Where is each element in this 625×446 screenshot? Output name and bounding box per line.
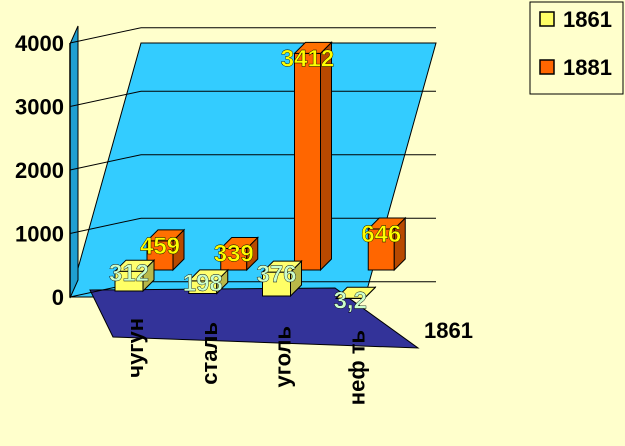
legend-swatch-1: [539, 59, 555, 75]
data-label-1861: 376: [256, 261, 296, 288]
data-label-1881: 459: [140, 233, 180, 260]
chart-walls: [69, 25, 437, 349]
data-label-1881: 339: [214, 240, 254, 267]
data-label-1861: 312: [109, 260, 149, 287]
y-tick-label: 3000: [15, 95, 64, 120]
depth-axis-label: 1861: [424, 318, 473, 343]
bars: [113, 41, 407, 300]
data-label-1861: 3,2: [334, 287, 367, 314]
y-axis: 0 1000 2000 3000 4000: [15, 31, 71, 310]
side-wall: [69, 25, 79, 299]
y-tick-label: 4000: [15, 31, 64, 56]
floor: [89, 287, 420, 349]
y-tick-label: 1000: [15, 222, 64, 247]
legend-label: 1861: [563, 7, 612, 32]
category-label: сталь: [197, 322, 222, 385]
category-label: неф ть: [344, 330, 369, 405]
bar-1-1-top: [219, 236, 259, 249]
gridline-1: [69, 217, 142, 234]
category-label: чугун: [123, 318, 148, 378]
x-axis: чугун сталь уголь неф ть 1861: [123, 318, 473, 405]
bar-1-0-top: [145, 229, 186, 242]
bar-0-1-top: [187, 269, 229, 282]
gridline-4: [69, 27, 142, 44]
bar-1-2-side: [320, 41, 332, 272]
data-label-1881: 646: [361, 221, 401, 248]
legend-label: 1881: [563, 55, 612, 80]
gridline-3: [69, 90, 142, 107]
category-label: уголь: [271, 326, 296, 388]
legend: 1861 1881: [529, 1, 624, 95]
gridlines: [69, 27, 436, 298]
y-tick-label: 0: [52, 285, 64, 310]
bar-0-3-top: [335, 286, 377, 299]
bar-0-2-top: [261, 260, 303, 273]
data-label-1881: 3412: [281, 45, 334, 72]
bar-1-2-top: [293, 41, 333, 54]
data-label-1861: 198: [183, 270, 223, 297]
bar-1-2-front: [294, 52, 321, 271]
gridline-2: [69, 154, 142, 171]
y-tick-label: 2000: [15, 158, 64, 183]
legend-swatch-0: [539, 11, 555, 27]
bar-0-0-top: [113, 259, 156, 272]
bar-1-3-top: [367, 217, 407, 230]
